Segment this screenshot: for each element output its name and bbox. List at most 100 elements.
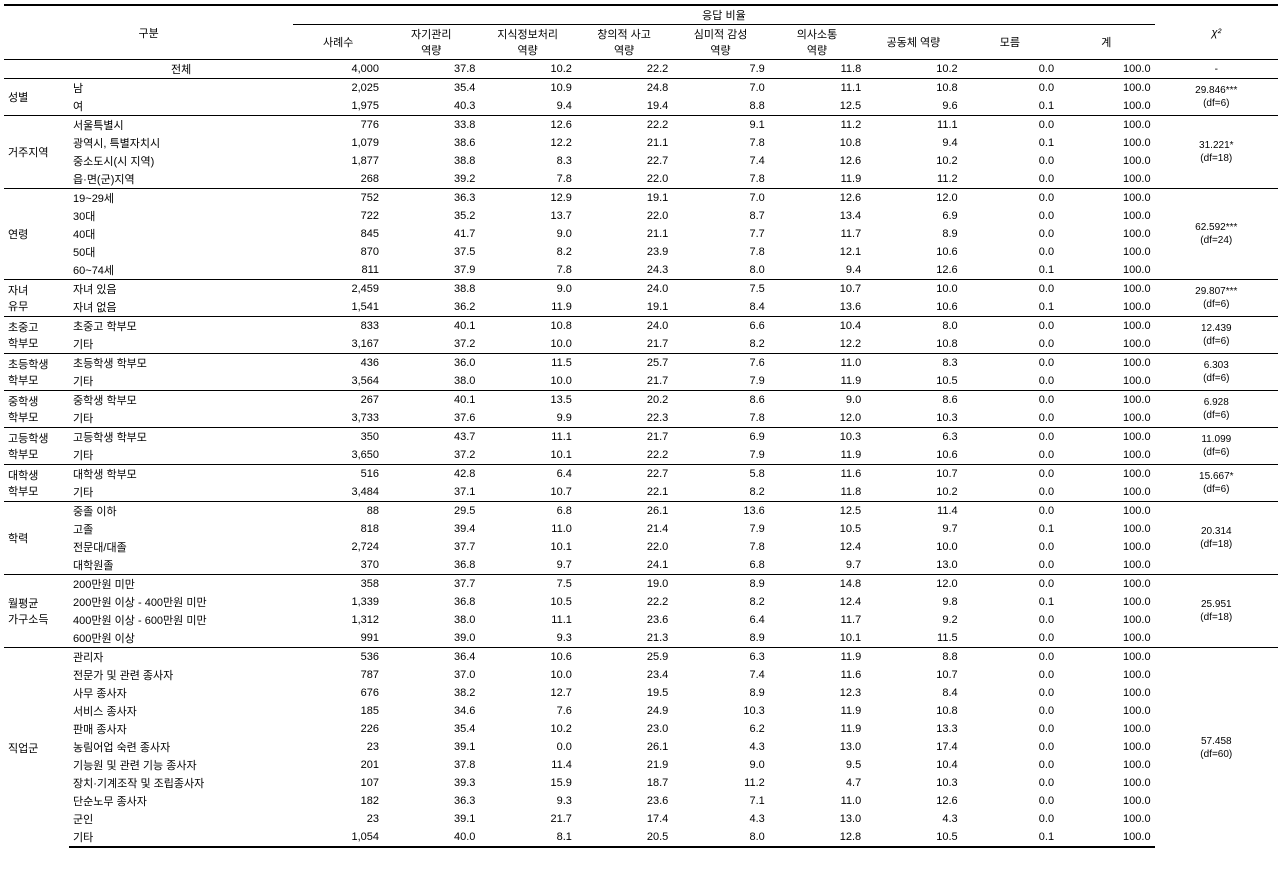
value-cell: 35.4 bbox=[383, 720, 479, 738]
value-cell: 10.8 bbox=[865, 335, 961, 354]
header-col: 지식정보처리역량 bbox=[479, 25, 575, 60]
value-cell: 11.9 bbox=[769, 372, 865, 391]
value-cell: 11.7 bbox=[769, 611, 865, 629]
value-cell: 9.4 bbox=[479, 97, 575, 116]
value-cell: 9.7 bbox=[865, 520, 961, 538]
value-cell: 0.0 bbox=[962, 502, 1058, 521]
value-cell: 24.9 bbox=[576, 702, 672, 720]
value-cell: 100.0 bbox=[1058, 280, 1155, 299]
value-cell: 516 bbox=[293, 465, 383, 484]
value-cell: 100.0 bbox=[1058, 170, 1155, 189]
value-cell: 1,054 bbox=[293, 828, 383, 847]
value-cell: 38.8 bbox=[383, 152, 479, 170]
value-cell: 17.4 bbox=[576, 810, 672, 828]
value-cell: 0.0 bbox=[962, 720, 1058, 738]
value-cell: 10.7 bbox=[769, 280, 865, 299]
value-cell: 100.0 bbox=[1058, 354, 1155, 373]
chi-cell: 29.846***(df=6) bbox=[1155, 79, 1278, 116]
value-cell: 100.0 bbox=[1058, 810, 1155, 828]
value-cell: 0.0 bbox=[962, 756, 1058, 774]
value-cell: 22.0 bbox=[576, 538, 672, 556]
value-cell: 13.5 bbox=[479, 391, 575, 410]
category-cell: 초중고학부모 bbox=[4, 317, 69, 354]
value-cell: 12.7 bbox=[479, 684, 575, 702]
value-cell: 0.1 bbox=[962, 828, 1058, 847]
value-cell: 12.5 bbox=[769, 502, 865, 521]
value-cell: 10.5 bbox=[479, 593, 575, 611]
value-cell: 8.8 bbox=[672, 97, 768, 116]
value-cell: 536 bbox=[293, 648, 383, 667]
value-cell: 10.3 bbox=[769, 428, 865, 447]
value-cell: 7.8 bbox=[672, 243, 768, 261]
value-cell: 39.3 bbox=[383, 774, 479, 792]
value-cell: 6.4 bbox=[672, 611, 768, 629]
value-cell: 7.0 bbox=[672, 79, 768, 98]
value-cell: 991 bbox=[293, 629, 383, 648]
value-cell: 10.0 bbox=[479, 666, 575, 684]
value-cell: 13.6 bbox=[769, 298, 865, 317]
value-cell: 10.9 bbox=[479, 79, 575, 98]
value-cell: 20.5 bbox=[576, 828, 672, 847]
value-cell: 10.6 bbox=[865, 446, 961, 465]
value-cell: 26.1 bbox=[576, 738, 672, 756]
value-cell: 24.0 bbox=[576, 280, 672, 299]
value-cell: 29.5 bbox=[383, 502, 479, 521]
value-cell: 185 bbox=[293, 702, 383, 720]
value-cell: 7.4 bbox=[672, 152, 768, 170]
value-cell: 100.0 bbox=[1058, 428, 1155, 447]
value-cell: 0.1 bbox=[962, 520, 1058, 538]
value-cell: 100.0 bbox=[1058, 79, 1155, 98]
row-label: 중학생 학부모 bbox=[69, 391, 293, 410]
value-cell: 34.6 bbox=[383, 702, 479, 720]
row-label: 고등학생 학부모 bbox=[69, 428, 293, 447]
value-cell: 100.0 bbox=[1058, 593, 1155, 611]
row-label: 400만원 이상 - 600만원 미만 bbox=[69, 611, 293, 629]
value-cell: 9.7 bbox=[769, 556, 865, 575]
value-cell: 0.0 bbox=[962, 243, 1058, 261]
header-col: 사례수 bbox=[293, 25, 383, 60]
value-cell: 1,312 bbox=[293, 611, 383, 629]
value-cell: 88 bbox=[293, 502, 383, 521]
value-cell: 25.7 bbox=[576, 354, 672, 373]
value-cell: 6.4 bbox=[479, 465, 575, 484]
value-cell: 4,000 bbox=[293, 60, 383, 79]
value-cell: 100.0 bbox=[1058, 391, 1155, 410]
value-cell: 100.0 bbox=[1058, 60, 1155, 79]
value-cell: 21.7 bbox=[479, 810, 575, 828]
value-cell: 182 bbox=[293, 792, 383, 810]
value-cell: 10.7 bbox=[479, 483, 575, 502]
value-cell: 21.7 bbox=[576, 428, 672, 447]
value-cell: 35.4 bbox=[383, 79, 479, 98]
value-cell: 268 bbox=[293, 170, 383, 189]
category-cell: 자녀유무 bbox=[4, 280, 69, 317]
value-cell: 0.0 bbox=[962, 60, 1058, 79]
value-cell: 11.9 bbox=[769, 720, 865, 738]
category-cell: 학력 bbox=[4, 502, 69, 575]
value-cell: 19.4 bbox=[576, 97, 672, 116]
value-cell: 37.0 bbox=[383, 666, 479, 684]
chi-cell: 12.439(df=6) bbox=[1155, 317, 1278, 354]
value-cell: 6.8 bbox=[479, 502, 575, 521]
value-cell: 100.0 bbox=[1058, 756, 1155, 774]
value-cell: 22.2 bbox=[576, 593, 672, 611]
value-cell: 11.4 bbox=[479, 756, 575, 774]
value-cell: 100.0 bbox=[1058, 556, 1155, 575]
header-col: 의사소통역량 bbox=[769, 25, 865, 60]
value-cell: 36.2 bbox=[383, 298, 479, 317]
row-label: 대학생 학부모 bbox=[69, 465, 293, 484]
value-cell: 8.9 bbox=[672, 684, 768, 702]
value-cell: 100.0 bbox=[1058, 666, 1155, 684]
value-cell: 10.5 bbox=[769, 520, 865, 538]
chi-cell: 11.099(df=6) bbox=[1155, 428, 1278, 465]
row-label: 기타 bbox=[69, 446, 293, 465]
value-cell: 1,975 bbox=[293, 97, 383, 116]
row-label: 초중고 학부모 bbox=[69, 317, 293, 336]
value-cell: 12.1 bbox=[769, 243, 865, 261]
value-cell: 9.3 bbox=[479, 792, 575, 810]
value-cell: 2,724 bbox=[293, 538, 383, 556]
value-cell: 11.2 bbox=[672, 774, 768, 792]
value-cell: 11.6 bbox=[769, 465, 865, 484]
value-cell: 36.8 bbox=[383, 593, 479, 611]
value-cell: 100.0 bbox=[1058, 261, 1155, 280]
value-cell: 3,733 bbox=[293, 409, 383, 428]
